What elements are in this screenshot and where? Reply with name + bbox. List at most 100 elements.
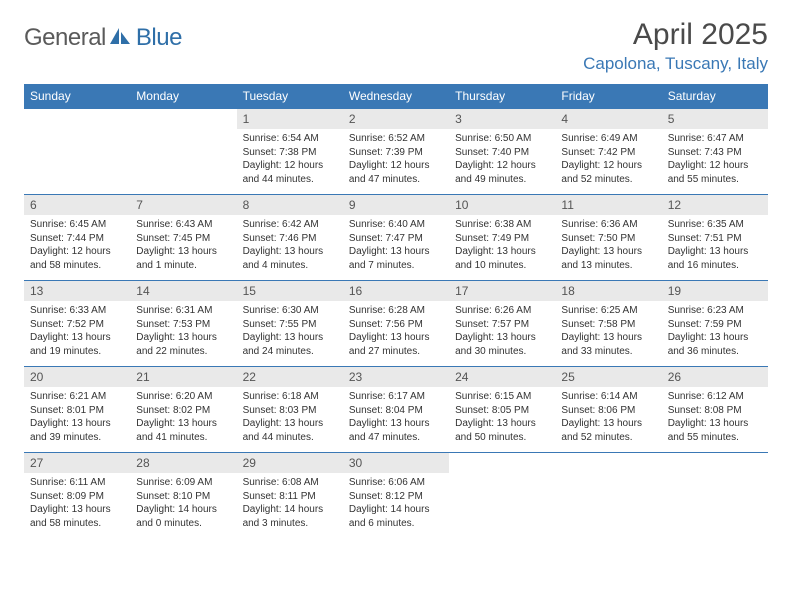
day-cell: 17Sunrise: 6:26 AMSunset: 7:57 PMDayligh… — [449, 281, 555, 367]
day-body: Sunrise: 6:26 AMSunset: 7:57 PMDaylight:… — [449, 301, 555, 364]
sunset-line: Sunset: 7:38 PM — [243, 146, 337, 160]
dow-header: Tuesday — [237, 84, 343, 109]
sunset-line: Sunset: 7:59 PM — [668, 318, 762, 332]
sunset-line: Sunset: 8:01 PM — [30, 404, 124, 418]
day-number: 24 — [449, 367, 555, 387]
day-cell — [555, 453, 661, 539]
day-cell: 18Sunrise: 6:25 AMSunset: 7:58 PMDayligh… — [555, 281, 661, 367]
day-number: 16 — [343, 281, 449, 301]
sunrise-line: Sunrise: 6:30 AM — [243, 304, 337, 318]
day-cell — [130, 109, 236, 195]
daylight-line: Daylight: 12 hours and 58 minutes. — [30, 245, 124, 272]
day-cell: 26Sunrise: 6:12 AMSunset: 8:08 PMDayligh… — [662, 367, 768, 453]
day-number — [555, 453, 661, 473]
day-cell: 12Sunrise: 6:35 AMSunset: 7:51 PMDayligh… — [662, 195, 768, 281]
day-body: Sunrise: 6:08 AMSunset: 8:11 PMDaylight:… — [237, 473, 343, 536]
sunset-line: Sunset: 7:50 PM — [561, 232, 655, 246]
sunrise-line: Sunrise: 6:18 AM — [243, 390, 337, 404]
day-number: 9 — [343, 195, 449, 215]
day-body: Sunrise: 6:54 AMSunset: 7:38 PMDaylight:… — [237, 129, 343, 192]
header: General Blue April 2025 Capolona, Tuscan… — [24, 18, 768, 74]
day-cell: 8Sunrise: 6:42 AMSunset: 7:46 PMDaylight… — [237, 195, 343, 281]
day-number: 5 — [662, 109, 768, 129]
daylight-line: Daylight: 13 hours and 16 minutes. — [668, 245, 762, 272]
day-body: Sunrise: 6:43 AMSunset: 7:45 PMDaylight:… — [130, 215, 236, 278]
sunset-line: Sunset: 7:42 PM — [561, 146, 655, 160]
day-number: 26 — [662, 367, 768, 387]
day-body: Sunrise: 6:36 AMSunset: 7:50 PMDaylight:… — [555, 215, 661, 278]
sunrise-line: Sunrise: 6:11 AM — [30, 476, 124, 490]
sunset-line: Sunset: 7:52 PM — [30, 318, 124, 332]
daylight-line: Daylight: 13 hours and 50 minutes. — [455, 417, 549, 444]
daylight-line: Daylight: 13 hours and 52 minutes. — [561, 417, 655, 444]
daylight-line: Daylight: 14 hours and 3 minutes. — [243, 503, 337, 530]
daylight-line: Daylight: 12 hours and 55 minutes. — [668, 159, 762, 186]
sunset-line: Sunset: 8:06 PM — [561, 404, 655, 418]
day-body: Sunrise: 6:47 AMSunset: 7:43 PMDaylight:… — [662, 129, 768, 192]
day-cell: 23Sunrise: 6:17 AMSunset: 8:04 PMDayligh… — [343, 367, 449, 453]
sunset-line: Sunset: 8:12 PM — [349, 490, 443, 504]
sunrise-line: Sunrise: 6:43 AM — [136, 218, 230, 232]
day-body — [449, 473, 555, 482]
sunset-line: Sunset: 8:02 PM — [136, 404, 230, 418]
day-cell: 10Sunrise: 6:38 AMSunset: 7:49 PMDayligh… — [449, 195, 555, 281]
sunrise-line: Sunrise: 6:36 AM — [561, 218, 655, 232]
day-cell: 14Sunrise: 6:31 AMSunset: 7:53 PMDayligh… — [130, 281, 236, 367]
day-cell: 16Sunrise: 6:28 AMSunset: 7:56 PMDayligh… — [343, 281, 449, 367]
day-body: Sunrise: 6:09 AMSunset: 8:10 PMDaylight:… — [130, 473, 236, 536]
day-body: Sunrise: 6:17 AMSunset: 8:04 PMDaylight:… — [343, 387, 449, 450]
dow-header: Saturday — [662, 84, 768, 109]
daylight-line: Daylight: 14 hours and 6 minutes. — [349, 503, 443, 530]
daylight-line: Daylight: 13 hours and 39 minutes. — [30, 417, 124, 444]
week-row: 20Sunrise: 6:21 AMSunset: 8:01 PMDayligh… — [24, 367, 768, 453]
sunrise-line: Sunrise: 6:23 AM — [668, 304, 762, 318]
day-cell: 7Sunrise: 6:43 AMSunset: 7:45 PMDaylight… — [130, 195, 236, 281]
day-cell: 27Sunrise: 6:11 AMSunset: 8:09 PMDayligh… — [24, 453, 130, 539]
day-cell: 11Sunrise: 6:36 AMSunset: 7:50 PMDayligh… — [555, 195, 661, 281]
week-row: 13Sunrise: 6:33 AMSunset: 7:52 PMDayligh… — [24, 281, 768, 367]
day-number: 8 — [237, 195, 343, 215]
month-title: April 2025 — [583, 18, 768, 52]
day-cell: 21Sunrise: 6:20 AMSunset: 8:02 PMDayligh… — [130, 367, 236, 453]
sunrise-line: Sunrise: 6:26 AM — [455, 304, 549, 318]
day-number: 13 — [24, 281, 130, 301]
week-row: 1Sunrise: 6:54 AMSunset: 7:38 PMDaylight… — [24, 109, 768, 195]
day-number — [449, 453, 555, 473]
day-body: Sunrise: 6:52 AMSunset: 7:39 PMDaylight:… — [343, 129, 449, 192]
day-number: 6 — [24, 195, 130, 215]
day-number: 4 — [555, 109, 661, 129]
daylight-line: Daylight: 13 hours and 30 minutes. — [455, 331, 549, 358]
logo-text-general: General — [24, 24, 106, 52]
day-number — [130, 109, 236, 129]
daylight-line: Daylight: 13 hours and 27 minutes. — [349, 331, 443, 358]
day-number: 20 — [24, 367, 130, 387]
day-cell: 20Sunrise: 6:21 AMSunset: 8:01 PMDayligh… — [24, 367, 130, 453]
day-body: Sunrise: 6:42 AMSunset: 7:46 PMDaylight:… — [237, 215, 343, 278]
day-number: 14 — [130, 281, 236, 301]
sunset-line: Sunset: 7:40 PM — [455, 146, 549, 160]
sunset-line: Sunset: 8:05 PM — [455, 404, 549, 418]
sunrise-line: Sunrise: 6:14 AM — [561, 390, 655, 404]
day-cell: 28Sunrise: 6:09 AMSunset: 8:10 PMDayligh… — [130, 453, 236, 539]
day-body: Sunrise: 6:40 AMSunset: 7:47 PMDaylight:… — [343, 215, 449, 278]
dow-header: Monday — [130, 84, 236, 109]
dow-row: Sunday Monday Tuesday Wednesday Thursday… — [24, 84, 768, 109]
daylight-line: Daylight: 13 hours and 13 minutes. — [561, 245, 655, 272]
day-cell — [662, 453, 768, 539]
sunrise-line: Sunrise: 6:49 AM — [561, 132, 655, 146]
sunrise-line: Sunrise: 6:52 AM — [349, 132, 443, 146]
day-body: Sunrise: 6:20 AMSunset: 8:02 PMDaylight:… — [130, 387, 236, 450]
sunrise-line: Sunrise: 6:45 AM — [30, 218, 124, 232]
title-block: April 2025 Capolona, Tuscany, Italy — [583, 18, 768, 74]
day-cell: 19Sunrise: 6:23 AMSunset: 7:59 PMDayligh… — [662, 281, 768, 367]
daylight-line: Daylight: 13 hours and 24 minutes. — [243, 331, 337, 358]
sunrise-line: Sunrise: 6:50 AM — [455, 132, 549, 146]
logo-sail-icon — [108, 26, 134, 51]
week-row: 27Sunrise: 6:11 AMSunset: 8:09 PMDayligh… — [24, 453, 768, 539]
daylight-line: Daylight: 12 hours and 44 minutes. — [243, 159, 337, 186]
dow-header: Friday — [555, 84, 661, 109]
sunset-line: Sunset: 8:09 PM — [30, 490, 124, 504]
daylight-line: Daylight: 13 hours and 10 minutes. — [455, 245, 549, 272]
day-body: Sunrise: 6:30 AMSunset: 7:55 PMDaylight:… — [237, 301, 343, 364]
day-body — [130, 129, 236, 138]
